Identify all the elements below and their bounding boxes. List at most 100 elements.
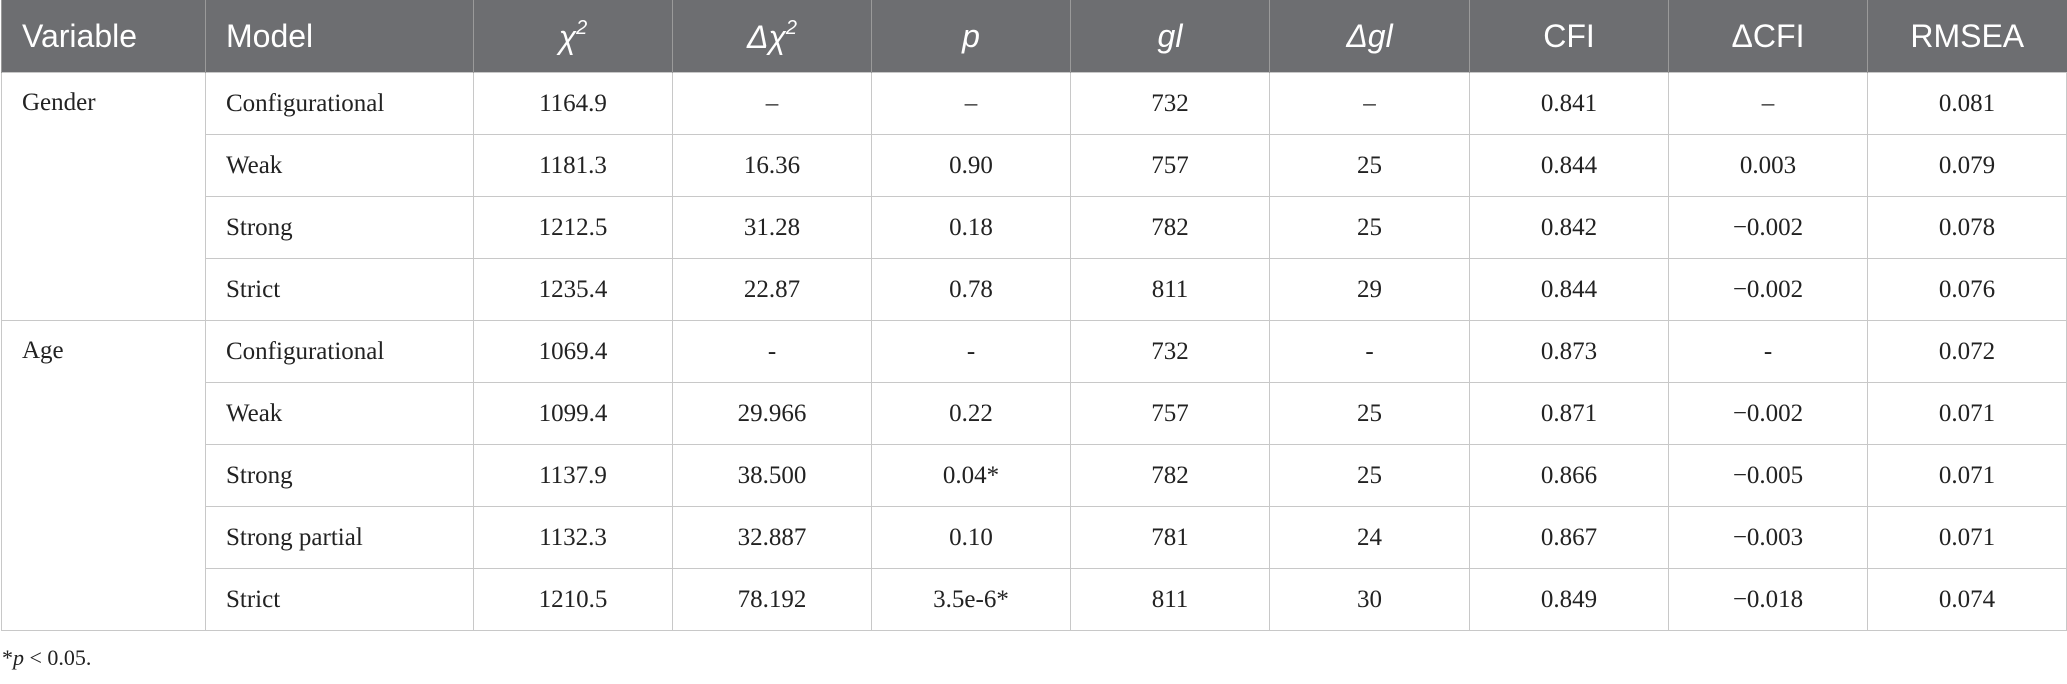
value-cell: 29.966 — [672, 382, 872, 445]
column-header: Δgl — [1269, 0, 1470, 73]
value-cell: 1212.5 — [473, 196, 673, 259]
model-cell: Weak — [205, 382, 474, 445]
model-cell: Configurational — [205, 72, 474, 135]
value-cell: 1137.9 — [473, 444, 673, 507]
value-cell: 25 — [1269, 382, 1470, 445]
model-cell: Strong partial — [205, 506, 474, 569]
value-cell: 781 — [1070, 506, 1270, 569]
value-cell: 811 — [1070, 258, 1270, 321]
variable-cell: Gender — [1, 72, 206, 321]
value-cell: −0.018 — [1668, 568, 1868, 631]
value-cell: – — [1668, 72, 1868, 135]
value-cell: 1235.4 — [473, 258, 673, 321]
column-header: ΔCFI — [1668, 0, 1868, 73]
table-row: Strong 1212.5 31.28 0.18 782 25 0.842 −0.002 0.0… — [2, 196, 2067, 259]
column-header: gl — [1070, 0, 1270, 73]
table-row: Strong 1137.9 38.500 0.04* 782 25 0.866 −0.005 0… — [2, 444, 2067, 507]
value-cell: 0.081 — [1867, 72, 2067, 135]
column-header: p — [871, 0, 1071, 73]
value-cell: 0.78 — [871, 258, 1071, 321]
value-cell: 732 — [1070, 320, 1270, 383]
value-cell: - — [672, 320, 872, 383]
model-cell: Strong — [205, 444, 474, 507]
table-row: Age Configurational 1069.4- -732-0.873-0.07… — [1, 320, 2067, 631]
header-superscript: 2 — [785, 16, 798, 39]
value-cell: 782 — [1070, 444, 1270, 507]
value-cell: 0.079 — [1867, 134, 2067, 197]
value-cell: 0.871 — [1469, 382, 1669, 445]
value-cell: 0.873 — [1469, 320, 1669, 383]
value-cell: 29 — [1269, 258, 1470, 321]
table-row: Gender Configurational 1164.9– –732–0.841–0… — [1, 72, 2067, 321]
value-cell: 0.866 — [1469, 444, 1669, 507]
value-cell: 757 — [1070, 382, 1270, 445]
value-cell: −0.002 — [1668, 258, 1868, 321]
value-cell: 0.04* — [871, 444, 1071, 507]
value-cell: 782 — [1070, 196, 1270, 259]
column-header: Variable — [1, 0, 206, 73]
value-cell: 1181.3 — [473, 134, 673, 197]
value-cell: 31.28 — [672, 196, 872, 259]
value-cell: 0.072 — [1867, 320, 2067, 383]
value-cell: 32.887 — [672, 506, 872, 569]
value-cell: 811 — [1070, 568, 1270, 631]
value-cell: 732 — [1070, 72, 1270, 135]
footnote-symbol: p — [13, 645, 24, 670]
column-header: Δχ2 — [672, 0, 872, 73]
column-header: χ2 — [473, 0, 673, 73]
value-cell: 25 — [1269, 134, 1470, 197]
value-cell: 0.841 — [1469, 72, 1669, 135]
value-cell: 0.078 — [1867, 196, 2067, 259]
value-cell: 22.87 — [672, 258, 872, 321]
value-cell: 25 — [1269, 196, 1470, 259]
header-text: ΔCFI — [1731, 17, 1805, 54]
value-cell: 0.10 — [871, 506, 1071, 569]
value-cell: 0.18 — [871, 196, 1071, 259]
header-superscript: 2 — [576, 16, 588, 39]
value-cell: - — [1269, 320, 1470, 383]
column-header: RMSEA — [1867, 0, 2067, 73]
value-cell: 0.867 — [1469, 506, 1669, 569]
value-cell: 30 — [1269, 568, 1470, 631]
value-cell: 24 — [1269, 506, 1470, 569]
column-header: CFI — [1469, 0, 1669, 73]
table-row: Weak 1099.4 29.966 0.22 757 25 0.871 −0.002 0.07… — [2, 382, 2067, 445]
value-cell: 0.844 — [1469, 258, 1669, 321]
value-cell: – — [871, 72, 1071, 135]
header-text: Variable — [22, 17, 138, 54]
value-cell: 0.071 — [1867, 506, 2067, 569]
value-cell: 0.849 — [1469, 568, 1669, 631]
table-row: Strict 1210.5 78.192 3.5e-6* 811 30 0.849 −0.01… — [2, 568, 2067, 631]
value-cell: 38.500 — [672, 444, 872, 507]
value-cell: 0.071 — [1867, 444, 2067, 507]
header-text: Model — [226, 17, 314, 54]
column-header: Model — [205, 0, 474, 73]
header-text: gl — [1157, 17, 1183, 54]
value-cell: 757 — [1070, 134, 1270, 197]
value-cell: 1210.5 — [473, 568, 673, 631]
model-cell: Weak — [205, 134, 474, 197]
value-cell: 0.90 — [871, 134, 1071, 197]
value-cell: −0.002 — [1668, 382, 1868, 445]
table-body: Gender Configurational 1164.9– –732–0.841–0… — [1, 72, 2067, 631]
value-cell: 0.076 — [1867, 258, 2067, 321]
header-text: CFI — [1543, 17, 1595, 54]
value-cell: – — [672, 72, 872, 135]
value-cell: 16.36 — [672, 134, 872, 197]
model-cell: Strict — [205, 568, 474, 631]
header-row: Variable Model χ2 Δχ2 p gl Δgl CFI ΔCFI RMSEA — [1, 0, 2067, 73]
value-cell: - — [871, 320, 1071, 383]
value-cell: 0.071 — [1867, 382, 2067, 445]
value-cell: −0.005 — [1668, 444, 1868, 507]
table-row: Weak 1181.3 16.36 0.90 757 25 0.844 0.003 0.079 — [2, 134, 2067, 197]
table-row: Strict 1235.4 22.87 0.78 811 29 0.844 −0.002 0.0… — [2, 258, 2067, 321]
header-text: Δχ2 — [746, 16, 798, 55]
value-cell: – — [1269, 72, 1470, 135]
value-cell: 0.074 — [1867, 568, 2067, 631]
value-cell: −0.002 — [1668, 196, 1868, 259]
model-cell: Strict — [205, 258, 474, 321]
value-cell: 3.5e-6* — [871, 568, 1071, 631]
value-cell: 25 — [1269, 444, 1470, 507]
header-text: RMSEA — [1910, 17, 2025, 54]
value-cell: 0.844 — [1469, 134, 1669, 197]
